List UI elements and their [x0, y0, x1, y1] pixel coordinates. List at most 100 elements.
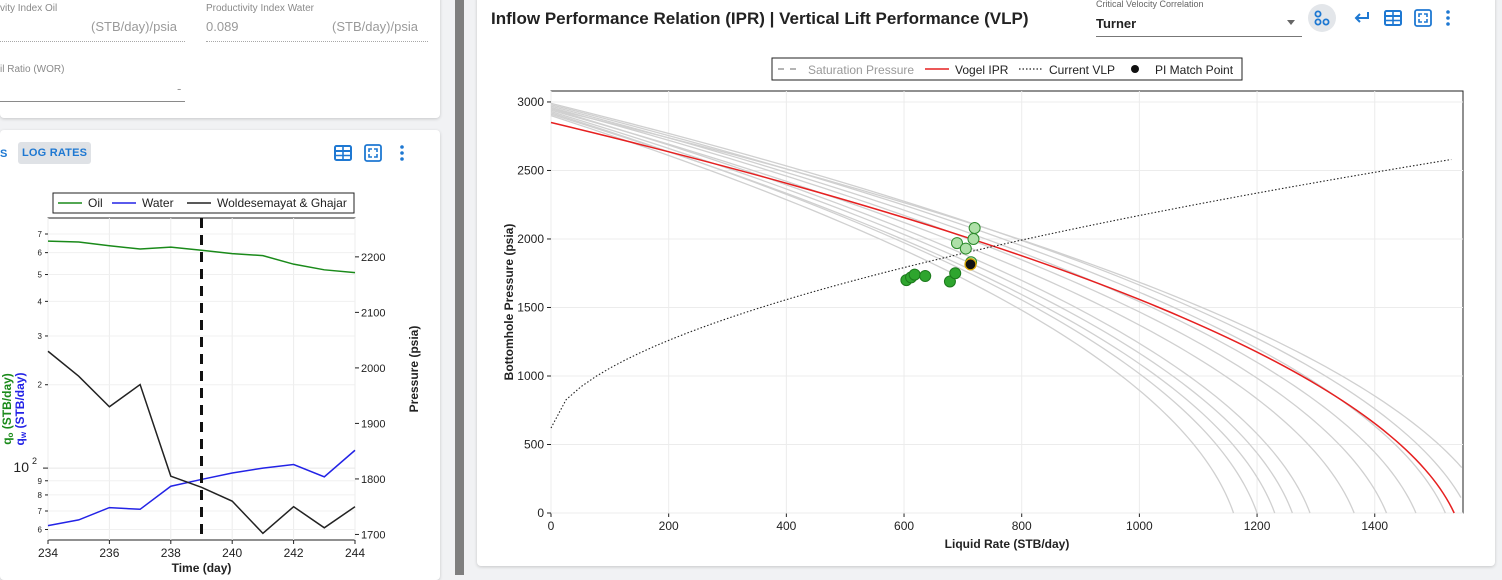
- y-tick-label: 1500: [517, 300, 544, 314]
- more-vert-icon[interactable]: [1444, 9, 1452, 27]
- history-point: [908, 268, 921, 281]
- nodes-button[interactable]: [1308, 4, 1336, 32]
- y-left-title-oil-unit: (STB/day): [0, 373, 14, 432]
- x-tick-label: 400: [776, 519, 796, 533]
- y-tick-label: 3000: [517, 95, 544, 109]
- history-point-light: [968, 222, 981, 235]
- x-tick-label: 242: [284, 546, 304, 560]
- x-tick-label: 1000: [1126, 519, 1153, 533]
- y-left-tick-label: 4: [38, 297, 43, 306]
- pi-water-underline: [206, 41, 428, 42]
- history-point-light: [950, 237, 963, 250]
- y-left-title-water-unit: (STB/day): [13, 373, 27, 432]
- history-point: [919, 269, 932, 282]
- correlation-select-label: Critical Velocity Correlation: [1096, 0, 1204, 9]
- legend-label: Current VLP: [1049, 63, 1115, 77]
- history-point-light: [967, 232, 980, 245]
- history-ipr-line: [550, 105, 1417, 514]
- y-left-axis-title-oil: qo (STB/day): [0, 373, 15, 445]
- y-right-tick-label: 2000: [361, 363, 385, 375]
- pi-oil-label: vity Index Oil: [0, 3, 58, 14]
- fit-screen-icon[interactable]: [364, 144, 382, 162]
- table-icon[interactable]: [334, 145, 352, 161]
- y-left-major-exp: 2: [32, 456, 37, 466]
- split-pane-divider[interactable]: [455, 0, 464, 575]
- legend-label: Vogel IPR: [955, 63, 1009, 77]
- ipr-vlp-panel: Inflow Performance Relation (IPR) | Vert…: [477, 0, 1495, 566]
- y-left-tick-label: 8: [38, 491, 43, 500]
- nodes-icon[interactable]: [1314, 10, 1330, 26]
- x-tick-label: 0: [548, 519, 555, 533]
- y-left-tick-label: 2: [38, 381, 43, 390]
- pi-match-point: [964, 258, 977, 271]
- rates-tab[interactable]: S: [0, 148, 8, 160]
- return-icon[interactable]: [1354, 11, 1370, 25]
- chevron-down-icon[interactable]: [1287, 20, 1295, 26]
- y-tick-label: 2500: [517, 163, 544, 177]
- x-tick-label: 600: [894, 519, 914, 533]
- pi-water-unit: (STB/day)/psia: [332, 19, 418, 34]
- x-tick-label: 800: [1012, 519, 1032, 533]
- legend-swatch: [1131, 65, 1139, 73]
- productivity-panel: vity Index Oil (STB/day)/psia Productivi…: [0, 0, 440, 118]
- series-line-woldesemayat-ghajar: [47, 350, 356, 535]
- x-axis-title: Time (day): [172, 561, 232, 575]
- y-right-tick-label: 1800: [361, 474, 385, 486]
- legend-label: Oil: [88, 196, 103, 210]
- y-left-major-label: 10: [13, 459, 29, 475]
- x-tick-label: 238: [161, 546, 181, 560]
- y-left-tick-label: 6: [38, 249, 43, 258]
- y-tick-label: 500: [524, 437, 544, 451]
- x-tick-label: 1200: [1244, 519, 1271, 533]
- current-vlp-line: [550, 158, 1452, 429]
- more-vert-icon[interactable]: [398, 144, 406, 162]
- history-point-light: [959, 242, 972, 255]
- legend-label: Woldesemayat & Ghajar: [217, 196, 347, 210]
- ipr-vlp-chart: 0 200 400 600 800 1000 1200 1400 0 500 1000 1500 200…: [502, 57, 1464, 551]
- legend-label: Saturation Pressure: [808, 63, 914, 77]
- table-icon[interactable]: [1384, 10, 1402, 26]
- y-left-axis-title-water: qw (STB/day): [13, 373, 28, 446]
- y-right-tick-label: 2100: [361, 307, 385, 319]
- fit-screen-icon[interactable]: [1414, 9, 1432, 27]
- x-tick-label: 244: [345, 546, 365, 560]
- legend-box: [771, 57, 1243, 81]
- x-tick-label: 236: [99, 546, 119, 560]
- y-left-tick-label: 9: [38, 477, 43, 486]
- history-ipr-line: [550, 110, 1293, 514]
- y-left-tick-label: 6: [38, 526, 43, 535]
- wor-underline: [0, 101, 185, 102]
- wor-value[interactable]: -: [177, 81, 182, 96]
- pi-oil-unit: (STB/day)/psia: [91, 19, 177, 34]
- log-rates-button[interactable]: LOG RATES: [18, 142, 92, 164]
- x-tick-label: 240: [222, 546, 242, 560]
- x-tick-label: 1400: [1361, 519, 1388, 533]
- y-right-tick-label: 2200: [361, 252, 385, 264]
- pi-oil-underline: [0, 41, 185, 42]
- wor-label: il Ratio (WOR): [0, 64, 65, 75]
- legend-label: PI Match Point: [1155, 63, 1234, 77]
- y-left-tick-label: 5: [38, 271, 43, 280]
- pi-water-value[interactable]: 0.089: [206, 19, 239, 34]
- y-axis-title: Bottomhole Pressure (psia): [502, 224, 516, 381]
- history-ipr-line: [550, 108, 1463, 468]
- page-title: Inflow Performance Relation (IPR) | Vert…: [491, 9, 1029, 28]
- y-tick-label: 0: [537, 506, 544, 520]
- x-tick-label: 234: [38, 546, 58, 560]
- history-point: [949, 267, 962, 280]
- y-tick-label: 1000: [517, 369, 544, 383]
- rates-chart-panel: S LOG RATES 234 236 238 240 242 244 7 6 5 4 3 2 9 8 7 6…: [0, 130, 440, 580]
- history-ipr-line: [550, 106, 1388, 514]
- correlation-select-value[interactable]: Turner: [1096, 16, 1137, 31]
- y-tick-label: 2000: [517, 232, 544, 246]
- y-right-tick-label: 1900: [361, 418, 385, 430]
- y-left-title-water-q: q: [13, 438, 27, 445]
- y-left-tick-label: 7: [38, 507, 43, 516]
- x-axis-title: Liquid Rate (STB/day): [945, 537, 1070, 551]
- history-ipr-line: [550, 115, 1235, 514]
- y-right-tick-label: 1700: [361, 529, 385, 541]
- x-tick-label: 200: [659, 519, 679, 533]
- vogel-ipr-line: [550, 121, 1455, 514]
- history-ipr-line: [550, 102, 1462, 498]
